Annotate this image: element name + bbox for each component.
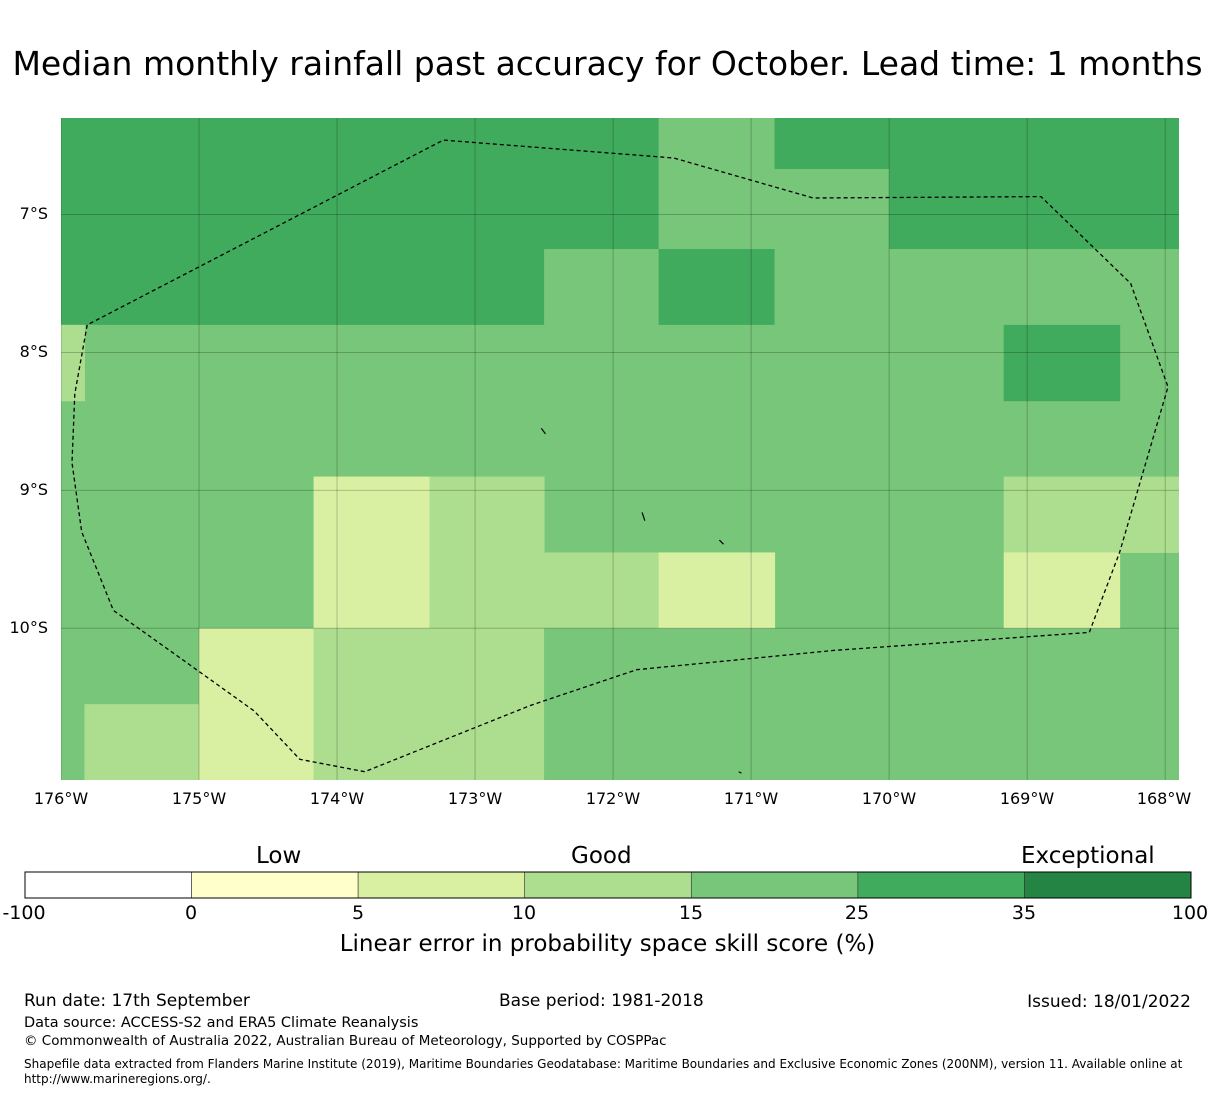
skill-cell bbox=[544, 628, 1179, 780]
island-outline bbox=[738, 771, 742, 774]
colorbar-tick-label: 5 bbox=[351, 902, 365, 924]
colorbar-label: Linear error in probability space skill … bbox=[339, 931, 876, 957]
skill-cells bbox=[61, 118, 1179, 780]
island-outline bbox=[641, 512, 646, 521]
skill-cell bbox=[313, 476, 431, 629]
eez-boundary-line bbox=[71, 139, 1169, 773]
colorbar-segment bbox=[524, 871, 692, 899]
copyright: © Commonwealth of Australia 2022, Austra… bbox=[24, 1033, 667, 1049]
island-outline bbox=[718, 539, 724, 545]
skill-cell bbox=[774, 169, 890, 250]
colorbar-tick-label: 10 bbox=[511, 902, 537, 924]
lat-label-7s: 7°S bbox=[19, 204, 48, 223]
colorbar-tick-label: -100 bbox=[2, 902, 46, 924]
shapefile-credit-line1: Shapefile data extracted from Flanders M… bbox=[24, 1057, 1183, 1071]
colorbar-tick-label: 35 bbox=[1011, 902, 1037, 924]
skill-cell bbox=[61, 249, 545, 326]
colorbar-segment bbox=[357, 871, 526, 899]
colorbar-tick-label: 15 bbox=[678, 902, 704, 924]
colorbar-frame bbox=[24, 871, 1192, 899]
colorbar-segment bbox=[191, 871, 359, 899]
lat-label-10s: 10°S bbox=[9, 618, 48, 637]
colorbar-segment bbox=[1024, 871, 1192, 899]
skill-cell bbox=[658, 118, 776, 250]
colorbar-tick-label: 100 bbox=[1171, 902, 1209, 924]
skill-cell bbox=[1003, 476, 1179, 553]
lon-label-168w: 168°W bbox=[1136, 789, 1192, 808]
skill-cell bbox=[61, 476, 315, 629]
island-outline bbox=[540, 427, 546, 435]
skill-cell bbox=[1003, 324, 1121, 402]
lat-label-8s: 8°S bbox=[19, 342, 48, 361]
colorbar-category-exceptional: Exceptional bbox=[1021, 843, 1155, 869]
colorbar-segment bbox=[24, 871, 192, 899]
issued-date: Issued: 18/01/2022 bbox=[1027, 992, 1191, 1012]
colorbar-tick-label: 25 bbox=[844, 902, 870, 924]
colorbar-category-low: Low bbox=[256, 843, 302, 869]
colorbar-tick-label: 0 bbox=[184, 902, 198, 924]
lon-label-172w: 172°W bbox=[585, 789, 641, 808]
skill-cell bbox=[544, 552, 660, 629]
run-date: Run date: 17th September bbox=[24, 991, 250, 1011]
lon-label-176w: 176°W bbox=[33, 789, 89, 808]
colorbar-segment bbox=[690, 871, 859, 899]
skill-cell bbox=[774, 118, 890, 170]
skill-cell bbox=[429, 476, 545, 629]
skill-cell bbox=[61, 324, 85, 402]
base-period: Base period: 1981-2018 bbox=[499, 991, 704, 1011]
islands bbox=[540, 427, 742, 774]
colorbar-category-good: Good bbox=[571, 843, 632, 869]
data-source: Data source: ACCESS-S2 and ERA5 Climate … bbox=[24, 1015, 419, 1031]
colorbar-segment bbox=[857, 871, 1025, 899]
lon-label-173w: 173°W bbox=[447, 789, 503, 808]
skill-cell bbox=[544, 249, 660, 326]
skill-cell bbox=[658, 249, 776, 326]
map-title: Median monthly rainfall past accuracy fo… bbox=[12, 44, 1203, 83]
lon-label-175w: 175°W bbox=[171, 789, 227, 808]
graticule-lines bbox=[61, 118, 1179, 780]
skill-cell bbox=[1003, 552, 1121, 629]
lon-label-171w: 171°W bbox=[723, 789, 779, 808]
colorbar bbox=[24, 871, 1192, 899]
skill-cell bbox=[658, 552, 776, 629]
skill-cell bbox=[199, 628, 315, 780]
shapefile-credit-line2: http://www.marineregions.org/. bbox=[24, 1072, 211, 1086]
skill-cell bbox=[889, 118, 1179, 250]
eez-boundary bbox=[71, 139, 1169, 773]
lon-label-170w: 170°W bbox=[861, 789, 917, 808]
lon-label-174w: 174°W bbox=[309, 789, 365, 808]
rainfall-accuracy-map bbox=[61, 118, 1179, 780]
lat-label-9s: 9°S bbox=[19, 480, 48, 499]
skill-cell bbox=[313, 628, 545, 780]
skill-cell bbox=[61, 324, 1179, 478]
lon-label-169w: 169°W bbox=[999, 789, 1055, 808]
skill-cell bbox=[774, 249, 1179, 326]
skill-cell bbox=[84, 704, 200, 780]
